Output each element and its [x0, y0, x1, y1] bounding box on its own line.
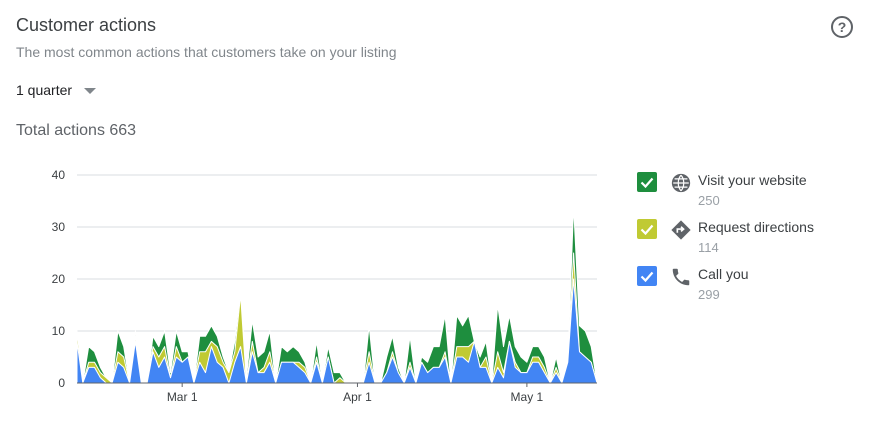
- chevron-down-icon: [83, 88, 96, 95]
- legend-item-website[interactable]: Visit your website 250: [637, 172, 867, 218]
- legend-item-directions[interactable]: Request directions 114: [637, 219, 867, 265]
- checkbox-website[interactable]: [637, 172, 657, 192]
- legend-label-website: Visit your website: [698, 172, 807, 188]
- phone-icon: [672, 268, 690, 286]
- y-tick-label: 30: [52, 220, 66, 234]
- period-dropdown[interactable]: 1 quarter: [16, 82, 96, 98]
- legend-label-directions: Request directions: [698, 219, 814, 235]
- total-actions: Total actions 663: [16, 122, 137, 139]
- x-tick-label: Apr 1: [343, 390, 372, 404]
- y-tick-label: 40: [52, 168, 66, 182]
- y-tick-label: 0: [58, 376, 65, 390]
- period-value: 1 quarter: [16, 82, 73, 98]
- area-directions: [76, 252, 598, 384]
- card-title: Customer actions: [16, 15, 157, 35]
- y-tick-label: 10: [52, 324, 66, 338]
- legend-label-call: Call you: [698, 266, 749, 282]
- card-subtitle: The most common actions that customers t…: [16, 44, 397, 60]
- check-icon: [640, 271, 654, 283]
- x-tick-label: Mar 1: [167, 390, 198, 404]
- legend-item-call[interactable]: Call you 299: [637, 266, 867, 312]
- checkbox-call[interactable]: [637, 266, 657, 286]
- check-icon: [640, 224, 654, 236]
- legend-count-call: 299: [698, 287, 720, 302]
- directions-icon: [671, 220, 691, 240]
- checkbox-directions[interactable]: [637, 219, 657, 239]
- globe-icon: [671, 173, 691, 193]
- x-tick-label: May 1: [511, 390, 544, 404]
- area-website: [76, 205, 598, 384]
- help-circle-icon[interactable]: ?: [831, 16, 853, 38]
- y-tick-label: 20: [52, 272, 66, 286]
- check-icon: [640, 177, 654, 189]
- legend-count-directions: 114: [698, 240, 719, 255]
- legend-count-website: 250: [698, 193, 720, 208]
